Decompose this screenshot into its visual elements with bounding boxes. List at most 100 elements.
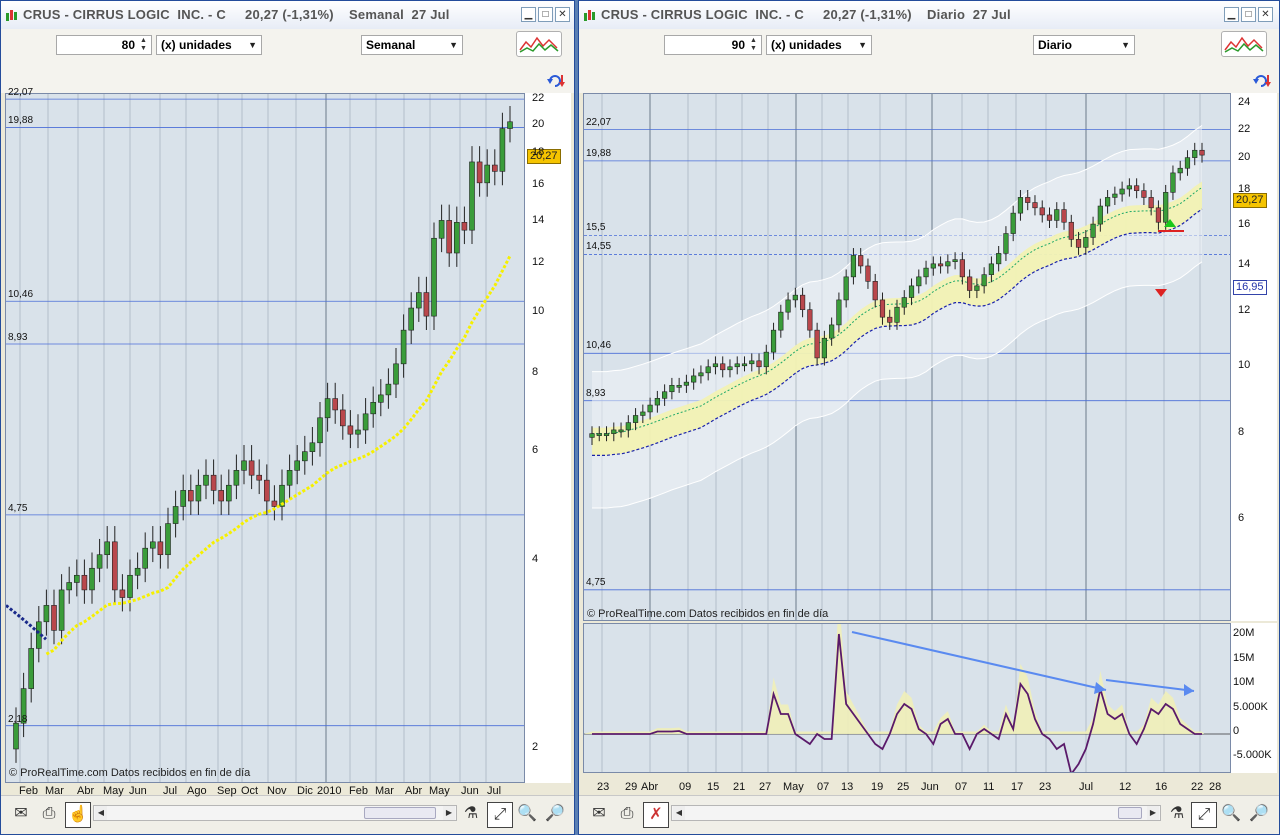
- zoom-fit-icon[interactable]: ⤢: [1191, 802, 1217, 828]
- candle-body: [415, 292, 422, 309]
- candle-body: [89, 567, 95, 591]
- units-label: (x) unidades: [771, 38, 842, 52]
- weekly-chart-canvas: [6, 94, 524, 782]
- window-icon: [584, 10, 595, 21]
- x-tick-label: 13: [841, 781, 854, 793]
- scroll-thumb[interactable]: [1118, 807, 1142, 819]
- x-tick-label: 15: [707, 781, 720, 793]
- level-label: 2,18: [8, 713, 28, 725]
- indicator-icon[interactable]: [1221, 31, 1267, 57]
- scroll-right-icon[interactable]: ▶: [443, 806, 455, 820]
- volume-panel[interactable]: [583, 623, 1231, 773]
- candle-body: [507, 121, 513, 129]
- candle-body: [301, 451, 308, 462]
- print-icon[interactable]: ⎙: [42, 805, 56, 822]
- units-spinner[interactable]: 90 ▲ ▼: [664, 35, 762, 55]
- candle-body: [618, 429, 624, 433]
- indicator-icon[interactable]: ⚗: [463, 805, 479, 822]
- candle-body: [894, 306, 900, 323]
- cursor-icon[interactable]: ☝: [65, 802, 91, 828]
- candle-body: [785, 299, 791, 313]
- candle-body: [1054, 209, 1060, 221]
- zoom-fit-icon[interactable]: ⤢: [487, 802, 513, 828]
- maximize-icon[interactable]: □: [1241, 7, 1256, 22]
- indicator-icon[interactable]: ⚗: [1169, 805, 1185, 822]
- candle-body: [157, 541, 164, 556]
- x-tick-label: Oct: [241, 785, 259, 797]
- spinner-arrows-icon[interactable]: ▲ ▼: [750, 37, 757, 52]
- x-tick-label: Jul: [163, 785, 178, 797]
- zoom-in-icon[interactable]: 🔎: [1249, 805, 1269, 822]
- undo-icon[interactable]: [547, 73, 567, 89]
- level-label: 4,75: [586, 576, 606, 588]
- x-tick-label: Abr: [641, 781, 659, 793]
- candle-body: [119, 589, 126, 598]
- candle-body: [431, 237, 437, 317]
- x-tick-label: Jun: [921, 781, 939, 793]
- candle-body: [981, 274, 987, 287]
- scroll-left-icon[interactable]: ◀: [673, 806, 685, 820]
- weekly-price-chart[interactable]: © ProRealTime.com Datos recibidos en fin…: [5, 93, 525, 783]
- x-tick-label: 11: [983, 781, 995, 793]
- units-select[interactable]: (x) unidades ▼: [156, 35, 262, 55]
- daily-price-chart[interactable]: © ProRealTime.com Datos recibidos en fin…: [583, 93, 1231, 621]
- print-icon[interactable]: ⎙: [620, 805, 634, 822]
- x-tick-label: May: [783, 781, 804, 793]
- candle-body: [1075, 239, 1082, 248]
- x-tick-label: Sep: [217, 785, 237, 797]
- spinner-arrows-icon[interactable]: ▲ ▼: [140, 37, 147, 52]
- zoom-out-icon[interactable]: 🔍: [517, 805, 537, 822]
- candle-body: [1003, 233, 1009, 254]
- time-scrollbar[interactable]: ◀ ▶: [671, 805, 1161, 821]
- y-tick-label: 16: [1238, 217, 1251, 230]
- scroll-right-icon[interactable]: ▶: [1147, 806, 1159, 820]
- candle-body: [377, 394, 384, 403]
- maximize-icon[interactable]: □: [538, 7, 553, 22]
- candle-body: [930, 263, 936, 269]
- candle-body: [423, 292, 430, 317]
- undo-icon[interactable]: [1253, 73, 1273, 89]
- minimize-icon[interactable]: ▁: [521, 7, 536, 22]
- minimize-icon[interactable]: ▁: [1224, 7, 1239, 22]
- x-tick-label: Ago: [187, 785, 207, 797]
- title-bar[interactable]: CRUS - CIRRUS LOGIC INC. - C 20,27 (-1,3…: [1, 1, 574, 30]
- candle-body: [476, 161, 483, 184]
- scroll-left-icon[interactable]: ◀: [95, 806, 107, 820]
- lower-line: [592, 208, 1203, 456]
- mail-icon[interactable]: ✉: [14, 805, 28, 822]
- candle-body: [1199, 149, 1205, 156]
- close-icon[interactable]: ✕: [1258, 7, 1273, 22]
- volume-tick-label: 15M: [1233, 652, 1255, 664]
- time-scrollbar[interactable]: ◀ ▶: [93, 805, 457, 821]
- y-tick-label: 18: [532, 146, 545, 159]
- trend-arrow-line: [1105, 679, 1195, 692]
- buy-signal-icon: [1164, 219, 1176, 227]
- zoom-out-icon[interactable]: 🔍: [1221, 805, 1241, 822]
- mail-icon[interactable]: ✉: [592, 805, 606, 822]
- period-select[interactable]: Diario ▼: [1033, 35, 1135, 55]
- period-select[interactable]: Semanal ▼: [361, 35, 463, 55]
- y-tick-label: 10: [532, 305, 545, 318]
- zoom-in-icon[interactable]: 🔎: [545, 805, 565, 822]
- units-select[interactable]: (x) unidades ▼: [766, 35, 872, 55]
- title-bar[interactable]: CRUS - CIRRUS LOGIC INC. - C 20,27 (-1,3…: [579, 1, 1279, 30]
- cursor-icon[interactable]: ✗: [643, 802, 669, 828]
- candle-body: [807, 309, 813, 331]
- x-tick-label: Abr: [405, 785, 423, 797]
- period-label: Diario: [1038, 38, 1073, 52]
- indicator-icon[interactable]: [516, 31, 562, 57]
- scroll-thumb[interactable]: [364, 807, 436, 819]
- candle-body: [916, 276, 922, 287]
- candle-body: [256, 474, 262, 481]
- candle-body: [188, 490, 194, 502]
- x-tick-label: Mar: [375, 785, 394, 797]
- units-spinner[interactable]: 80 ▲ ▼: [56, 35, 152, 55]
- x-tick-label: Feb: [349, 785, 368, 797]
- candle-body: [1039, 207, 1045, 216]
- candle-body: [233, 470, 240, 486]
- y-tick-label: 12: [1238, 304, 1251, 317]
- candle-body: [58, 589, 65, 631]
- x-tick-label: 17: [1011, 781, 1024, 793]
- close-icon[interactable]: ✕: [555, 7, 570, 22]
- band-price-tag: 16,95: [1233, 280, 1267, 295]
